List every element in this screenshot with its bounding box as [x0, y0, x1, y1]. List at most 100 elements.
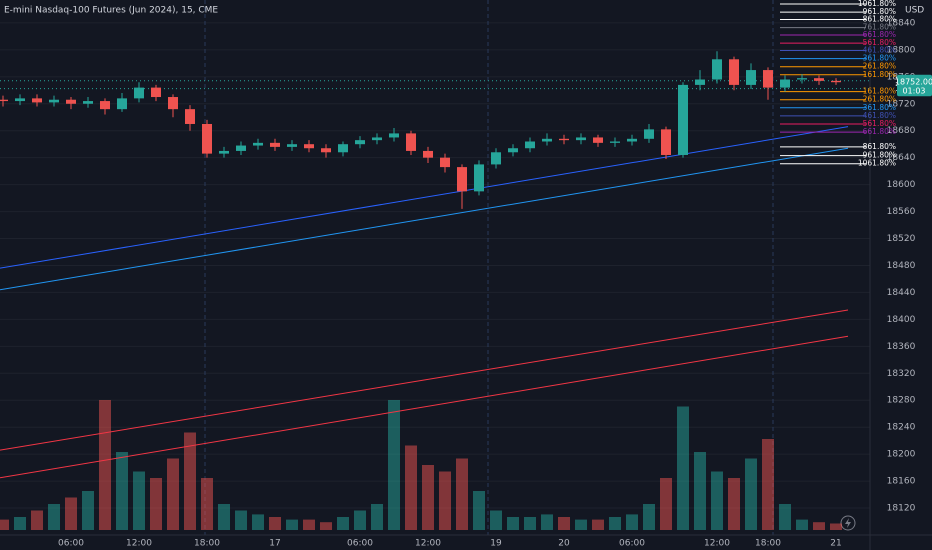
- y-tick-label: 18840: [887, 18, 916, 28]
- volume-bar: [388, 400, 400, 530]
- candle-body: [474, 164, 484, 192]
- candle-body: [117, 98, 127, 110]
- last-price-label: 18752.00: [895, 78, 932, 87]
- y-tick-label: 18440: [887, 288, 916, 298]
- candle-body: [610, 141, 620, 143]
- x-tick-label: 21: [830, 539, 841, 549]
- volume-bar: [609, 517, 621, 530]
- fib-label: 261.80%: [863, 95, 896, 104]
- fib-label: 361.80%: [863, 103, 896, 112]
- y-tick-label: 18280: [887, 396, 916, 406]
- volume-bar: [201, 478, 213, 530]
- volume-bar: [660, 478, 672, 530]
- candle-body: [185, 109, 195, 124]
- candle-body: [49, 99, 59, 103]
- candle-body: [321, 148, 331, 153]
- y-tick-label: 18160: [887, 477, 916, 487]
- volume-bar: [473, 491, 485, 530]
- candle-body: [0, 99, 8, 102]
- countdown: 01:03: [902, 87, 925, 96]
- candle-body: [83, 101, 93, 104]
- fib-label: 461.80%: [863, 111, 896, 120]
- y-tick-label: 18200: [887, 450, 916, 460]
- volume-bar: [269, 517, 281, 530]
- trendline: [0, 335, 849, 479]
- candle-body: [763, 70, 773, 88]
- volume-bar: [371, 504, 383, 530]
- volume-bar: [796, 519, 808, 530]
- volume-bar: [48, 504, 60, 530]
- fib-label: 461.80%: [863, 46, 896, 55]
- y-tick-label: 18120: [887, 504, 916, 514]
- candle-body: [355, 140, 365, 145]
- candle-body: [406, 133, 416, 151]
- volume-bar: [65, 497, 77, 530]
- y-tick-label: 18520: [887, 234, 916, 244]
- volume-bar: [745, 458, 757, 530]
- volume-bar: [405, 445, 417, 530]
- candle-body: [168, 97, 178, 110]
- replay-icon[interactable]: [840, 515, 856, 531]
- candle-body: [202, 123, 212, 154]
- y-tick-label: 18400: [887, 315, 916, 325]
- x-tick-label: 18:00: [755, 539, 781, 549]
- y-tick-label: 18600: [887, 180, 916, 190]
- candle-body: [66, 99, 76, 104]
- x-tick-label: 18:00: [194, 539, 220, 549]
- candle-body: [661, 129, 671, 155]
- fib-label: 861.80%: [863, 15, 896, 24]
- candle-body: [236, 145, 246, 151]
- x-tick-label: 06:00: [619, 539, 645, 549]
- candle-body: [559, 138, 569, 141]
- candle-body: [440, 157, 450, 168]
- volume-bar: [167, 458, 179, 530]
- candle-body: [797, 78, 807, 80]
- candle-body: [780, 79, 790, 88]
- volume-bar: [0, 519, 9, 530]
- trendline: [0, 309, 849, 451]
- x-tick-label: 12:00: [126, 539, 152, 549]
- x-tick-label: 17: [269, 539, 280, 549]
- volume-bar: [711, 471, 723, 530]
- volume-bar: [235, 510, 247, 530]
- candle-body: [627, 138, 637, 142]
- volume-bar: [82, 491, 94, 530]
- candle-body: [457, 167, 467, 192]
- y-tick-label: 18360: [887, 342, 916, 352]
- volume-bar: [728, 478, 740, 530]
- y-tick-label: 18240: [887, 423, 916, 433]
- fib-label: 161.80%: [863, 70, 896, 79]
- fib-label: 561.80%: [863, 119, 896, 128]
- y-tick-label: 18800: [887, 45, 916, 55]
- volume-bar: [541, 514, 553, 530]
- candle-body: [219, 150, 229, 154]
- volume-bar: [14, 517, 26, 530]
- candle-body: [508, 148, 518, 153]
- volume-bar: [779, 504, 791, 530]
- fib-label: 561.80%: [863, 38, 896, 47]
- fib-label: 961.80%: [863, 7, 896, 16]
- volume-bar: [354, 510, 366, 530]
- y-tick-label: 18320: [887, 369, 916, 379]
- candle-body: [389, 133, 399, 138]
- candle-body: [831, 80, 841, 83]
- volume-bar: [286, 519, 298, 530]
- chart-title: E-mini Nasdaq-100 Futures (Jun 2024), 15…: [4, 6, 218, 16]
- volume-bar: [422, 465, 434, 530]
- volume-bar: [558, 517, 570, 530]
- x-tick-label: 12:00: [415, 539, 441, 549]
- volume-bar: [456, 458, 468, 530]
- candle-body: [423, 150, 433, 158]
- candle-body: [678, 84, 688, 155]
- volume-bar: [677, 406, 689, 530]
- volume-bar: [133, 471, 145, 530]
- last-price-box: [897, 76, 932, 97]
- candle-body: [151, 87, 161, 98]
- candle-body: [593, 137, 603, 143]
- candle-body: [253, 142, 263, 146]
- candle-body: [525, 141, 535, 149]
- fib-label: 261.80%: [863, 62, 896, 71]
- candle-body: [729, 59, 739, 85]
